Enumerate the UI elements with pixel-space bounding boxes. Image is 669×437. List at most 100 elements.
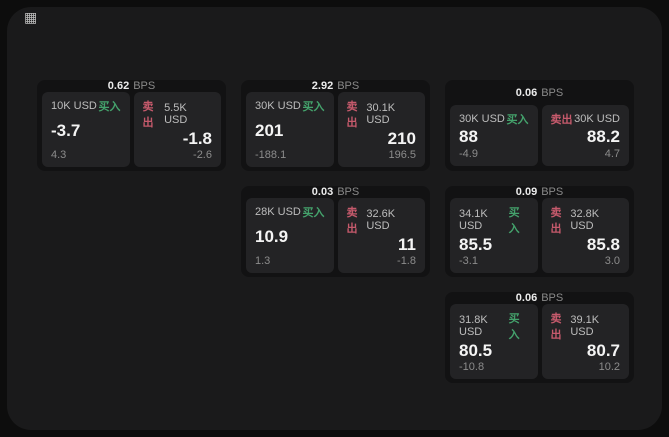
bps-label: BPS	[337, 80, 360, 92]
quote-card: 2.92 BPS 30K USD 买入 201 -188.1 卖出 30.1K …	[241, 80, 430, 171]
bps-value: 0.06	[515, 86, 538, 99]
buy-button[interactable]: 买入	[506, 114, 529, 126]
sell-price: 80.7	[586, 341, 620, 360]
sell-panel-top-row: 卖出 5.5K USD	[143, 98, 213, 130]
bps-label: BPS	[133, 80, 156, 92]
sell-panel-top-row: 卖出 30.1K USD	[347, 98, 417, 130]
card-body: 10K USD 买入 -3.7 4.3 卖出 5.5K USD -1.8 -2.…	[42, 92, 221, 167]
buy-price: 88	[459, 127, 478, 147]
sell-price: -1.8	[182, 129, 212, 148]
sell-panel[interactable]: 卖出 32.8K USD 85.8 3.0	[541, 198, 629, 273]
sell-price: 210	[387, 129, 416, 148]
sell-panel[interactable]: 卖出 5.5K USD -1.8 -2.6	[133, 92, 221, 167]
sell-panel-top-row: 卖出 32.6K USD	[347, 204, 417, 236]
bps-header: 0.09 BPS	[450, 186, 629, 198]
sell-button[interactable]: 卖出	[346, 101, 358, 129]
buy-panel[interactable]: 34.1K USD 买入 85.5 -3.1	[450, 198, 538, 273]
sell-delta: 3.0	[604, 254, 620, 267]
buy-button[interactable]: 买入	[508, 313, 520, 341]
bps-value: 2.92	[311, 80, 334, 92]
sell-delta: 4.7	[604, 148, 620, 160]
buy-panel[interactable]: 10K USD 买入 -3.7 4.3	[42, 92, 130, 167]
sell-button[interactable]: 卖出	[550, 313, 562, 341]
buy-price: 80.5	[459, 341, 493, 360]
sell-delta: 196.5	[388, 148, 416, 161]
bps-value: 0.09	[515, 186, 538, 198]
sell-panel-top-row: 卖出 32.8K USD	[551, 204, 621, 236]
sell-size-label: 32.8K USD	[570, 208, 600, 232]
bps-value: 0.03	[311, 186, 334, 198]
quote-card: 0.03 BPS 28K USD 买入 10.9 1.3 卖出 32.6K US…	[241, 186, 430, 277]
sell-button[interactable]: 卖出	[142, 101, 154, 129]
bps-value: 0.06	[515, 292, 538, 304]
bps-value: 0.62	[107, 80, 130, 92]
buy-panel-top-row: 10K USD 买入	[51, 98, 121, 114]
buy-button[interactable]: 买入	[508, 207, 520, 235]
sell-price: 88.2	[586, 127, 620, 147]
sell-panel-top-row: 卖出 30K USD	[551, 111, 621, 127]
bps-label: BPS	[337, 186, 360, 198]
sell-panel[interactable]: 卖出 30K USD 88.2 4.7	[541, 105, 629, 166]
bps-header: 0.62 BPS	[42, 80, 221, 92]
sell-panel[interactable]: 卖出 30.1K USD 210 196.5	[337, 92, 425, 167]
buy-size-label: 28K USD	[255, 206, 301, 218]
bps-header: 0.03 BPS	[246, 186, 425, 198]
buy-delta: -3.1	[459, 254, 478, 267]
card-body: 31.8K USD 买入 80.5 -10.8 卖出 39.1K USD 80.…	[450, 304, 629, 379]
bps-label: BPS	[541, 292, 564, 304]
quote-card: 0.06 BPS 31.8K USD 买入 80.5 -10.8 卖出 39.1…	[445, 292, 634, 383]
bps-label: BPS	[541, 86, 564, 99]
bps-label: BPS	[541, 186, 564, 198]
buy-panel[interactable]: 31.8K USD 买入 80.5 -10.8	[450, 304, 538, 379]
buy-button[interactable]: 买入	[302, 101, 325, 113]
buy-delta: -10.8	[459, 360, 485, 373]
sell-panel[interactable]: 卖出 32.6K USD 11 -1.8	[337, 198, 425, 273]
card-body: 30K USD 买入 88 -4.9 卖出 30K USD 88.2 4.7	[450, 105, 629, 166]
sell-button[interactable]: 卖出	[346, 207, 358, 235]
buy-price: 10.9	[255, 227, 289, 246]
buy-delta: 4.3	[51, 148, 67, 161]
sell-panel-top-row: 卖出 39.1K USD	[551, 310, 621, 342]
buy-panel[interactable]: 28K USD 买入 10.9 1.3	[246, 198, 334, 273]
sell-size-label: 30.1K USD	[366, 102, 396, 126]
buy-price: 85.5	[459, 235, 493, 254]
buy-price: 201	[255, 121, 284, 140]
sell-price: 11	[398, 235, 416, 254]
sell-price: 85.8	[586, 235, 620, 254]
buy-size-label: 10K USD	[51, 100, 97, 112]
grid-icon[interactable]: ▦	[24, 9, 38, 25]
buy-size-label: 30K USD	[459, 113, 505, 125]
buy-size-label: 34.1K USD	[459, 208, 488, 232]
card-body: 34.1K USD 买入 85.5 -3.1 卖出 32.8K USD 85.8…	[450, 198, 629, 273]
sell-button[interactable]: 卖出	[550, 207, 562, 235]
sell-delta: -1.8	[397, 254, 416, 267]
sell-size-label: 30K USD	[574, 113, 620, 125]
sell-size-label: 39.1K USD	[570, 314, 600, 338]
sell-delta: -2.6	[193, 148, 212, 161]
card-body: 28K USD 买入 10.9 1.3 卖出 32.6K USD 11 -1.8	[246, 198, 425, 273]
quote-card: 0.62 BPS 10K USD 买入 -3.7 4.3 卖出 5.5K USD…	[37, 80, 226, 171]
card-body: 30K USD 买入 201 -188.1 卖出 30.1K USD 210 1…	[246, 92, 425, 167]
sell-delta: 10.2	[598, 360, 620, 373]
buy-price: -3.7	[51, 121, 81, 140]
bps-header: 2.92 BPS	[246, 80, 425, 92]
buy-button[interactable]: 买入	[98, 101, 121, 113]
buy-delta: 1.3	[255, 254, 271, 267]
quote-card: 0.09 BPS 34.1K USD 买入 85.5 -3.1 卖出 32.8K…	[445, 186, 634, 277]
buy-button[interactable]: 买入	[302, 207, 325, 219]
buy-panel[interactable]: 30K USD 买入 201 -188.1	[246, 92, 334, 167]
cards-grid: 0.62 BPS 10K USD 买入 -3.7 4.3 卖出 5.5K USD…	[37, 80, 634, 383]
quote-card: 0.06 BPS 30K USD 买入 88 -4.9 卖出 30K USD 8…	[445, 80, 634, 171]
buy-size-label: 31.8K USD	[459, 314, 488, 338]
buy-panel-top-row: 34.1K USD 买入	[459, 204, 529, 236]
buy-panel[interactable]: 30K USD 买入 88 -4.9	[450, 105, 538, 166]
buy-size-label: 30K USD	[255, 100, 301, 112]
sell-panel[interactable]: 卖出 39.1K USD 80.7 10.2	[541, 304, 629, 379]
sell-button[interactable]: 卖出	[550, 114, 573, 126]
bps-header: 0.06 BPS	[450, 80, 629, 105]
buy-panel-top-row: 31.8K USD 买入	[459, 310, 529, 342]
sell-size-label: 32.6K USD	[366, 208, 396, 232]
buy-panel-top-row: 30K USD 买入	[459, 111, 529, 127]
buy-panel-top-row: 30K USD 买入	[255, 98, 325, 114]
sell-size-label: 5.5K USD	[164, 102, 188, 126]
